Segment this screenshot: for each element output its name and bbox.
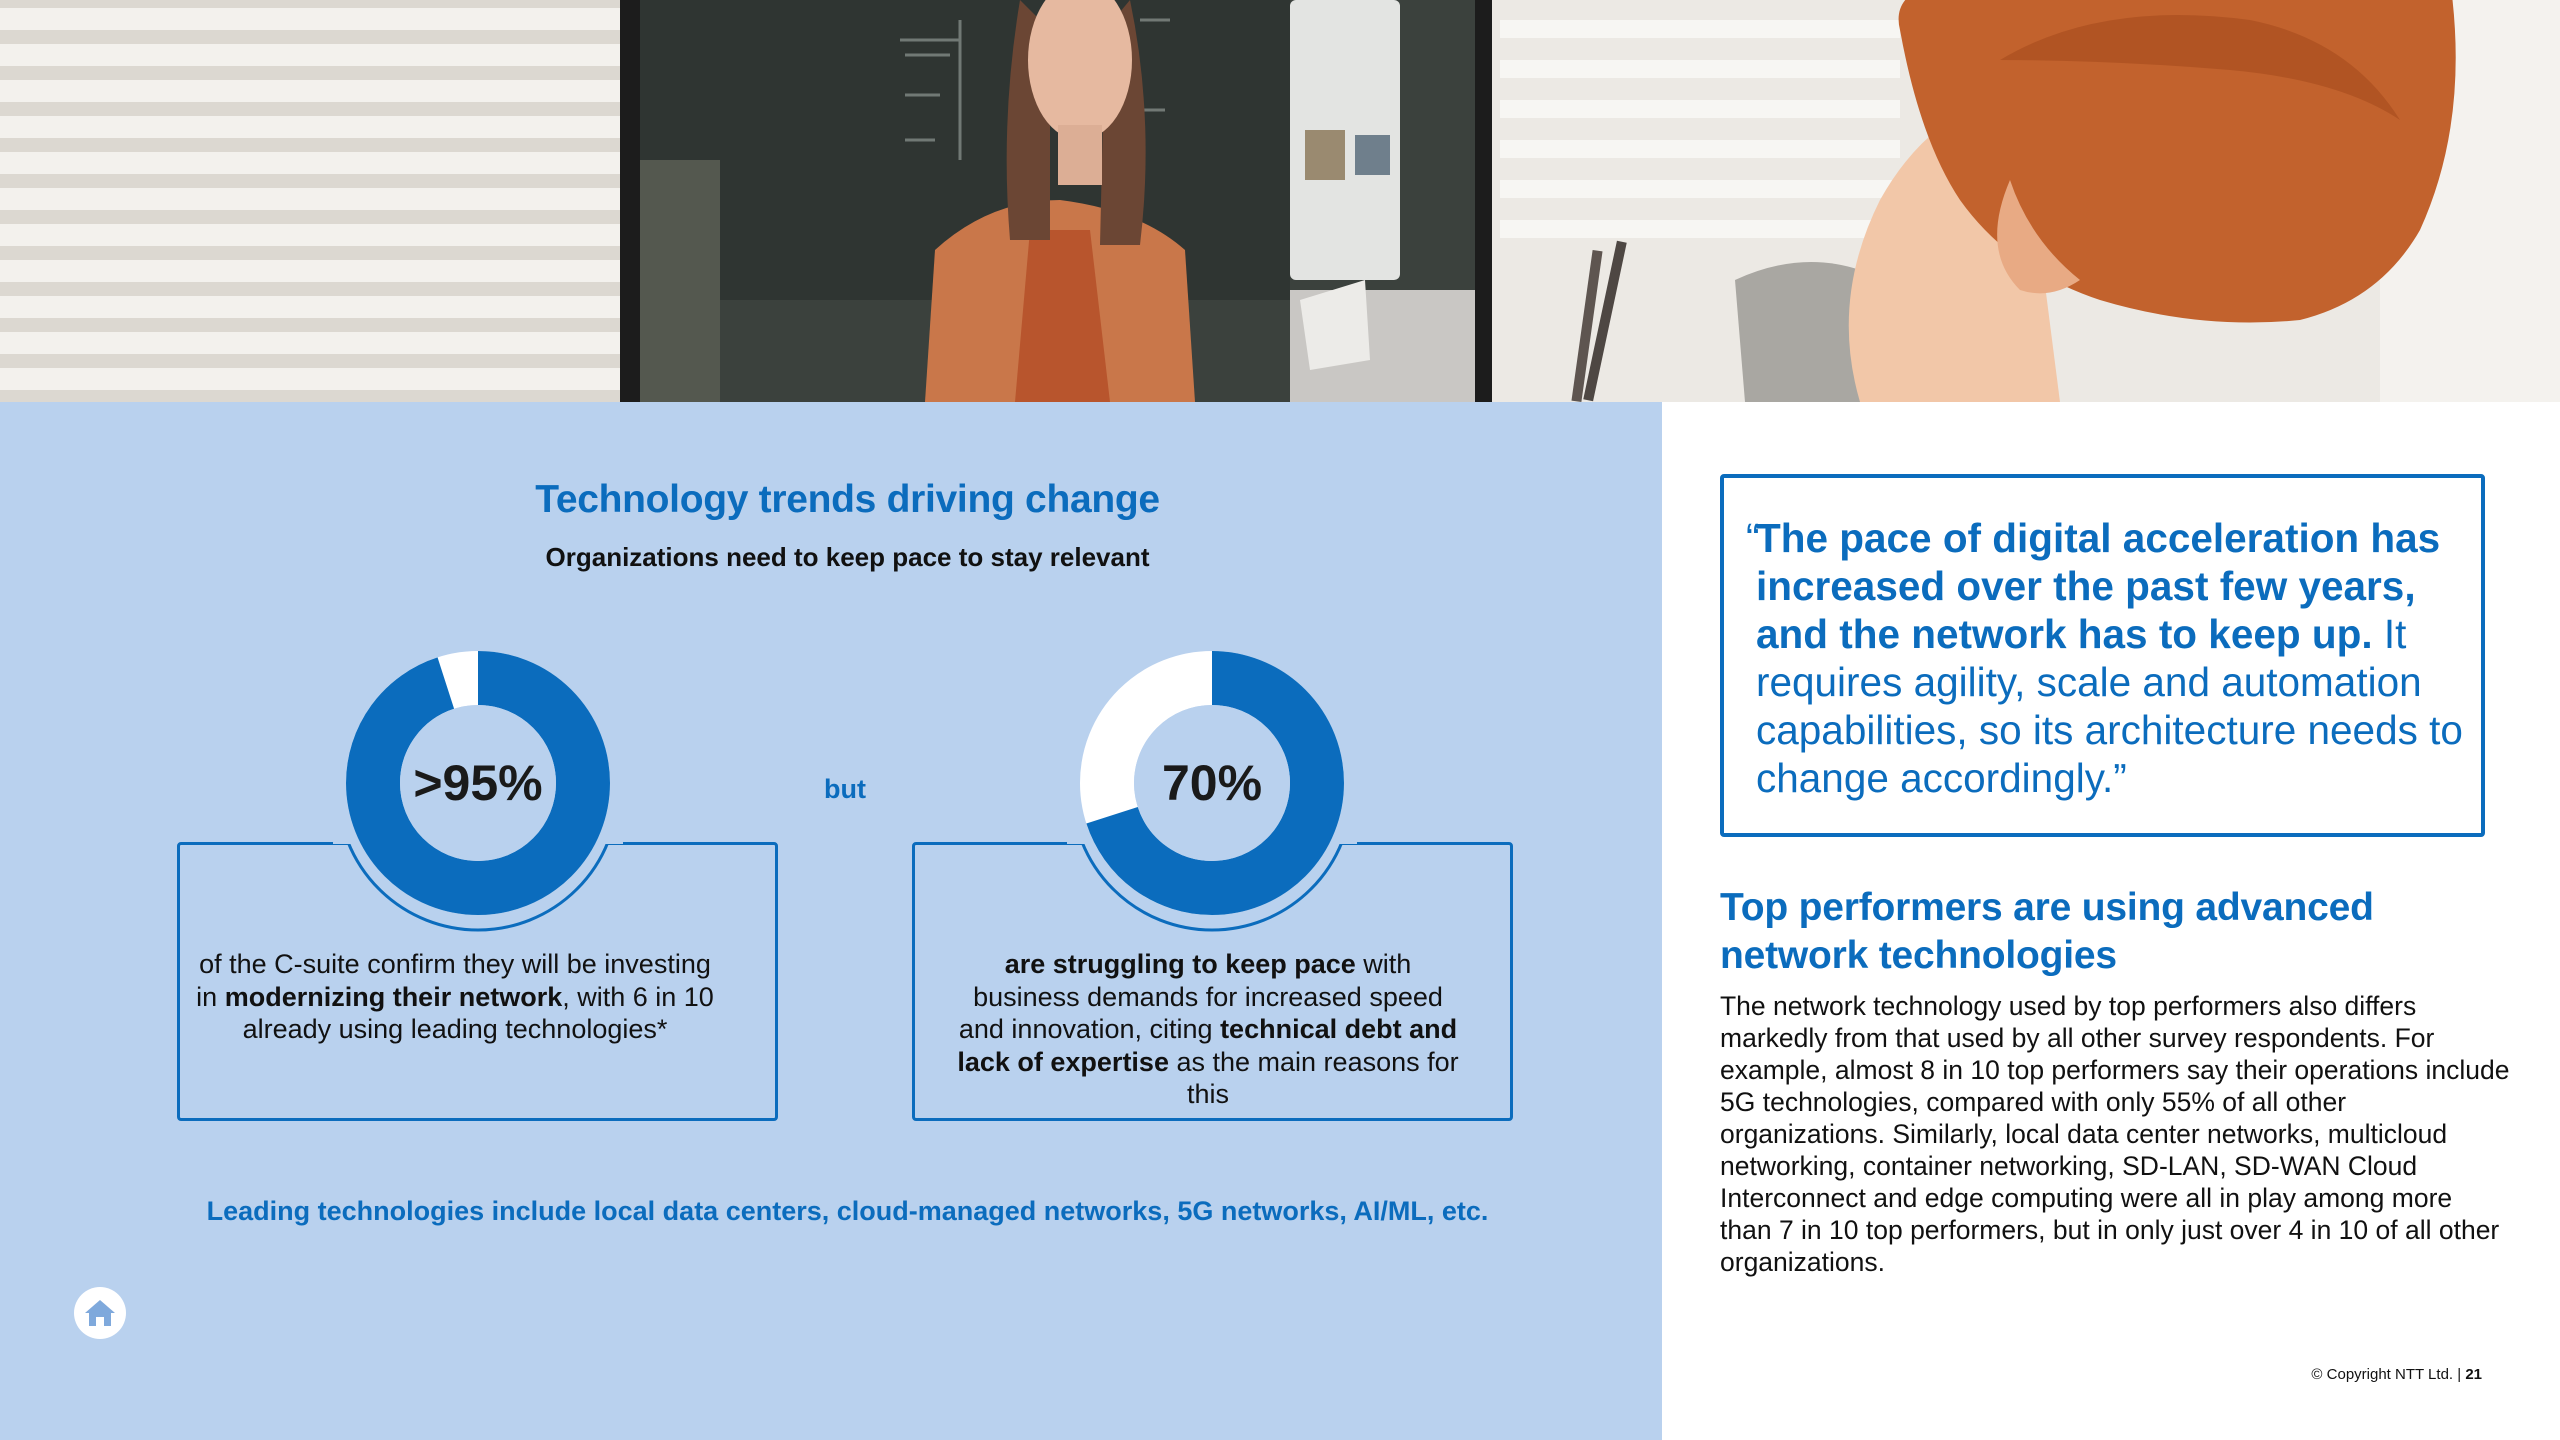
donut-chart-c-suite: >95% — [333, 648, 623, 932]
copyright: © Copyright NTT Ltd. | — [2311, 1366, 2466, 1383]
stat-value: >95% — [413, 755, 542, 811]
page-footer: © Copyright NTT Ltd. | 21 — [2311, 1366, 2482, 1383]
performers-title: Top performers are using advanced networ… — [1720, 886, 2374, 977]
section-title: Technology trends driving change — [535, 478, 1160, 521]
donut-value-arc — [346, 651, 610, 915]
home-button[interactable] — [74, 1287, 126, 1339]
performers-body: The network technology used by top perfo… — [1720, 991, 2510, 1277]
page-number: 21 — [2465, 1366, 2482, 1383]
section-subtitle: Organizations need to keep pace to stay … — [545, 542, 1150, 572]
pull-quote: “The pace of digital acceleration has in… — [1746, 515, 2463, 801]
hero-photo — [0, 0, 2560, 402]
home-icon — [85, 1300, 115, 1326]
stat-value: 70% — [1162, 755, 1262, 811]
technologies-footnote: Leading technologies include local data … — [206, 1196, 1489, 1226]
donut-chart-struggling: 70% — [1067, 648, 1357, 932]
quote-box — [1720, 474, 2485, 837]
donut-value-arc — [1080, 651, 1344, 915]
stat-description-c-suite: of the C-suite confirm they will be inve… — [196, 949, 714, 1044]
connector-word: but — [824, 774, 866, 804]
stat-description-struggling: are struggling to keep pace with busines… — [957, 949, 1459, 1109]
quote-open-mark: “ — [1746, 515, 1760, 561]
